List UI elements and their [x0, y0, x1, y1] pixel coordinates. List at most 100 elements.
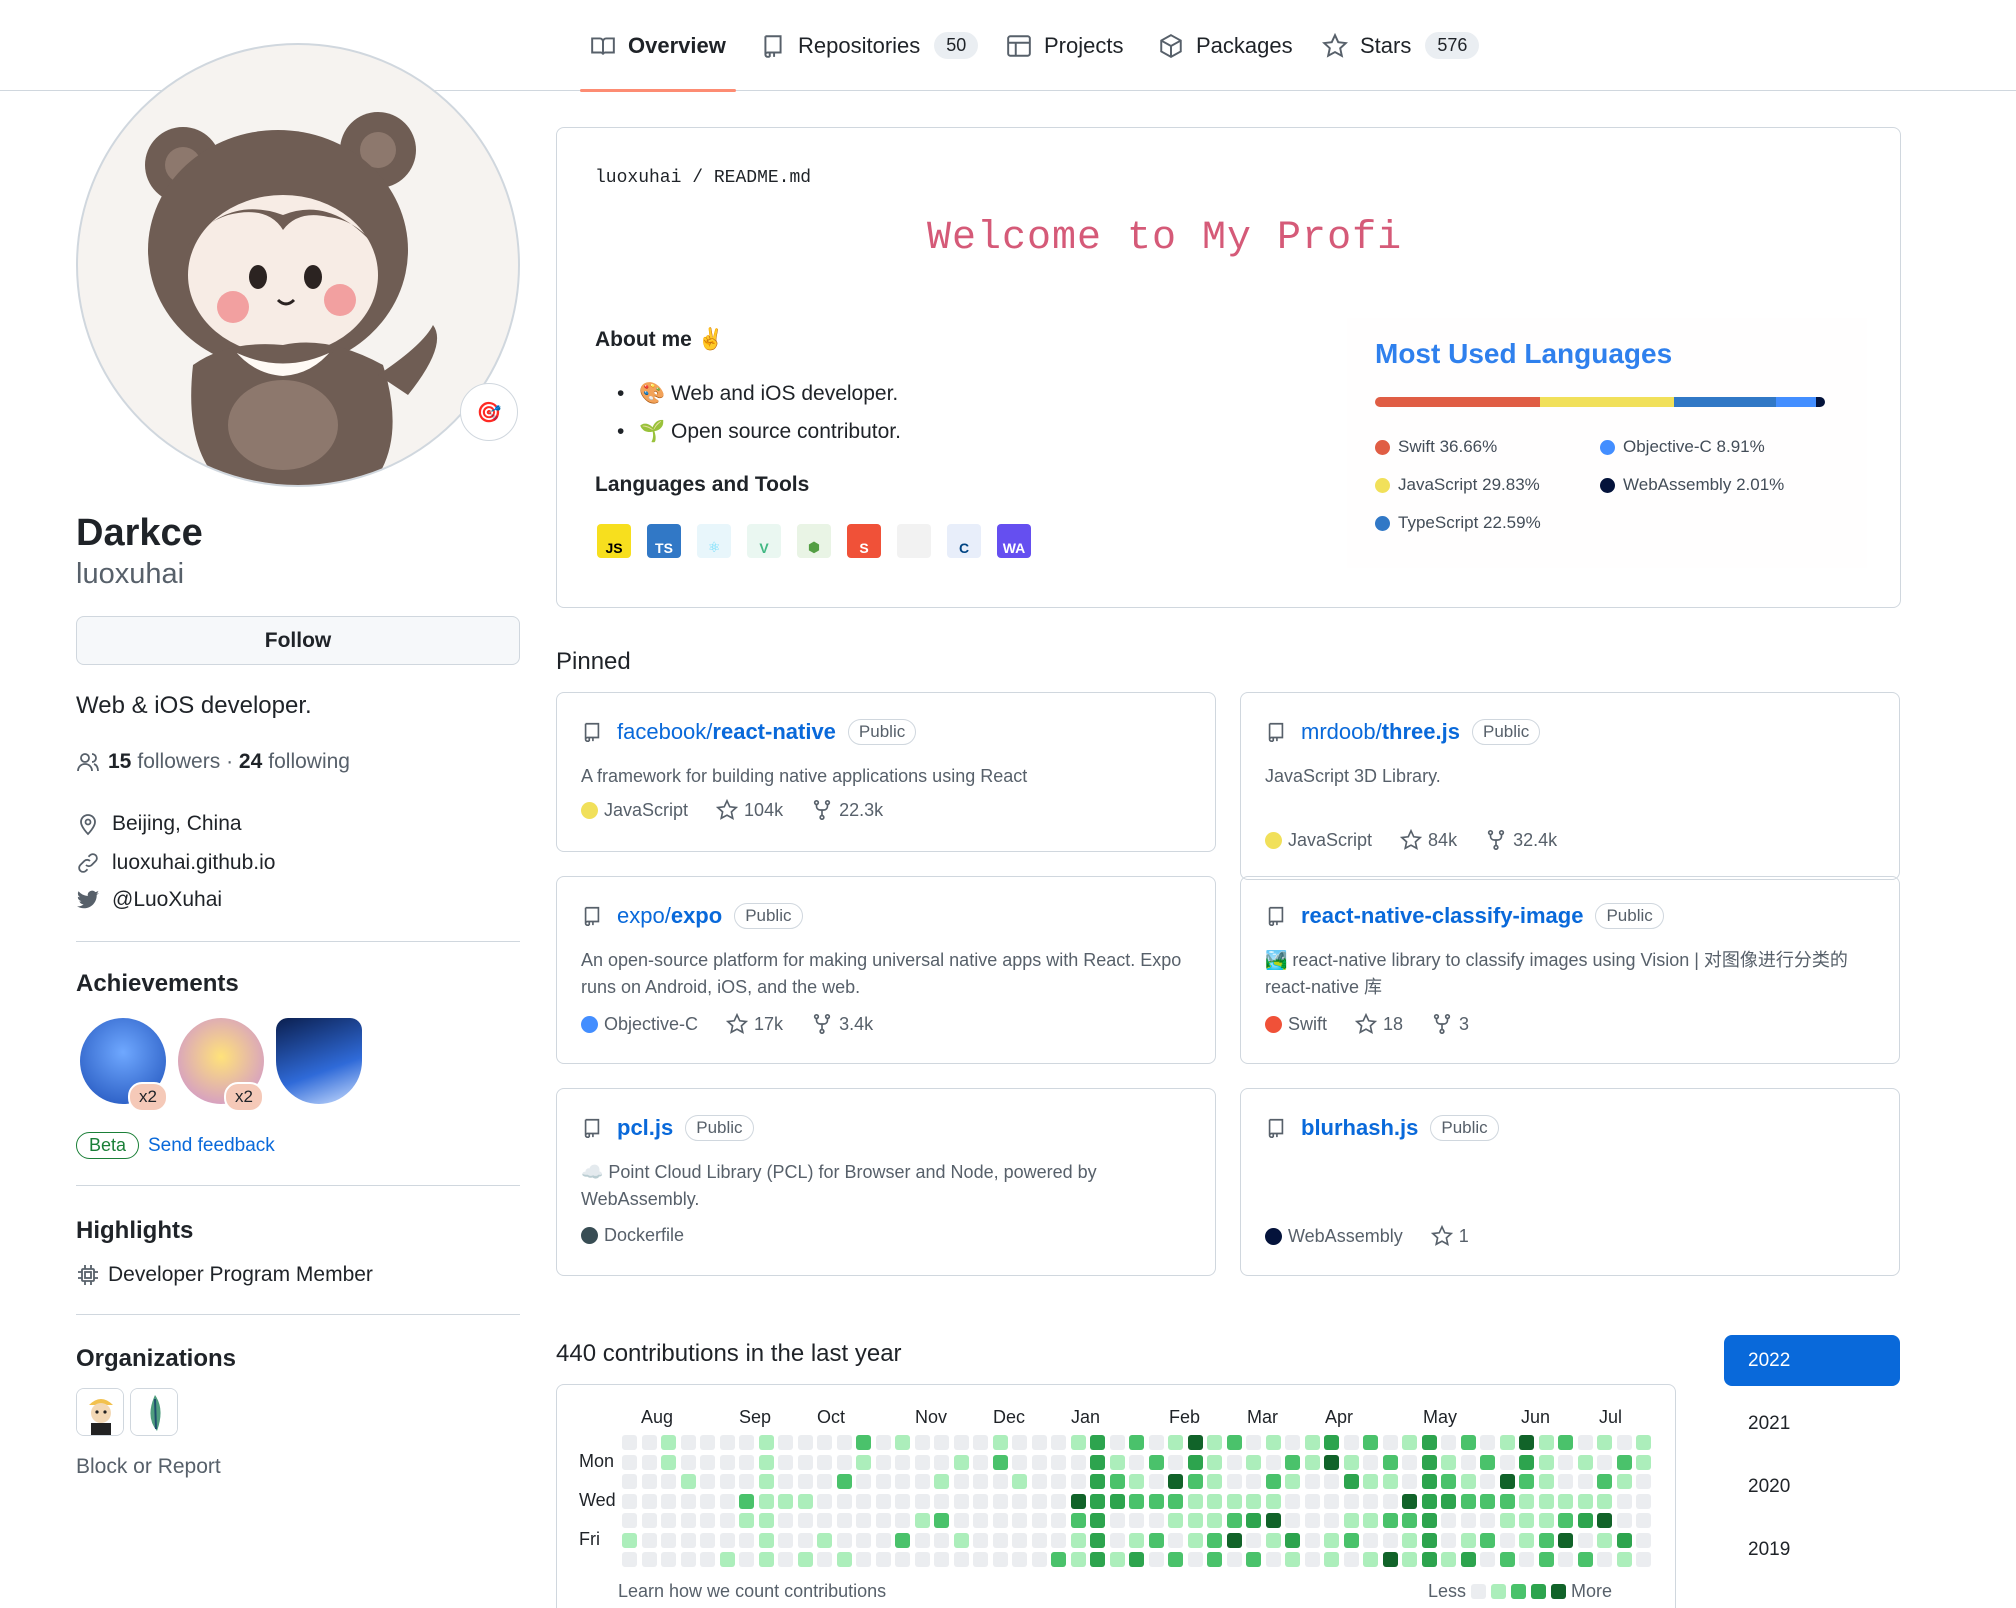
contribution-day[interactable]: [1187, 1493, 1203, 1509]
contribution-day[interactable]: [739, 1513, 754, 1528]
contribution-day[interactable]: [934, 1552, 949, 1567]
contribution-day[interactable]: [1012, 1513, 1027, 1528]
contribution-day[interactable]: [1460, 1513, 1476, 1528]
repo-forks-link[interactable]: 3: [1431, 1013, 1469, 1035]
contribution-day[interactable]: [622, 1493, 637, 1509]
contribution-day[interactable]: [1070, 1513, 1086, 1528]
contribution-day[interactable]: [1636, 1552, 1651, 1567]
contribution-day[interactable]: [1207, 1552, 1222, 1567]
contribution-day[interactable]: [1109, 1474, 1125, 1489]
contribution-day[interactable]: [1421, 1474, 1437, 1489]
contribution-day[interactable]: [1148, 1552, 1164, 1567]
contribution-day[interactable]: [1577, 1454, 1593, 1470]
contribution-day[interactable]: [914, 1474, 930, 1489]
contribution-day[interactable]: [1012, 1552, 1027, 1567]
contribution-day[interactable]: [1246, 1435, 1261, 1450]
contribution-day[interactable]: [1070, 1474, 1086, 1489]
contribution-day[interactable]: [1577, 1435, 1593, 1450]
contribution-day[interactable]: [1363, 1435, 1378, 1450]
repo-stars-link[interactable]: 18: [1355, 1013, 1403, 1035]
contribution-day[interactable]: [622, 1454, 637, 1470]
contribution-day[interactable]: [1616, 1493, 1632, 1509]
contribution-day[interactable]: [1636, 1435, 1651, 1450]
contribution-day[interactable]: [778, 1493, 793, 1509]
contribution-day[interactable]: [1616, 1474, 1632, 1489]
contribution-day[interactable]: [953, 1493, 969, 1509]
contribution-day[interactable]: [1246, 1513, 1261, 1528]
org-avatar-1[interactable]: [76, 1388, 124, 1436]
contribution-day[interactable]: [1129, 1513, 1144, 1528]
contribution-day[interactable]: [934, 1435, 949, 1450]
vue-logo-icon[interactable]: V: [747, 524, 781, 558]
avatar[interactable]: [76, 43, 520, 487]
contribution-day[interactable]: [836, 1454, 852, 1470]
contribution-day[interactable]: [973, 1513, 988, 1528]
contribution-day[interactable]: [622, 1435, 637, 1450]
contribution-day[interactable]: [1226, 1454, 1242, 1470]
contribution-day[interactable]: [973, 1454, 988, 1470]
contribution-day[interactable]: [758, 1493, 774, 1509]
year-link[interactable]: 2022: [1724, 1335, 1900, 1386]
contribution-day[interactable]: [661, 1454, 676, 1470]
contribution-day[interactable]: [700, 1435, 715, 1450]
contribution-day[interactable]: [1031, 1552, 1047, 1567]
contribution-day[interactable]: [1012, 1454, 1027, 1470]
contribution-day[interactable]: [1499, 1493, 1515, 1509]
contribution-day[interactable]: [817, 1435, 832, 1450]
contribution-day[interactable]: [1285, 1552, 1300, 1567]
contribution-day[interactable]: [1421, 1493, 1437, 1509]
contribution-day[interactable]: [895, 1532, 910, 1548]
contribution-day[interactable]: [1597, 1474, 1612, 1489]
contribution-day[interactable]: [1109, 1493, 1125, 1509]
tab-packages[interactable]: Packages: [1158, 0, 1293, 91]
contribution-day[interactable]: [1129, 1493, 1144, 1509]
contribution-day[interactable]: [895, 1474, 910, 1489]
contribution-day[interactable]: [739, 1493, 754, 1509]
contribution-day[interactable]: [1363, 1493, 1378, 1509]
contribution-day[interactable]: [1480, 1474, 1495, 1489]
contribution-day[interactable]: [1324, 1493, 1339, 1509]
contribution-day[interactable]: [680, 1552, 696, 1567]
repo-stars-link[interactable]: 17k: [726, 1013, 783, 1035]
contribution-day[interactable]: [1421, 1552, 1437, 1567]
following-link[interactable]: 24 following: [238, 750, 350, 773]
contribution-day[interactable]: [680, 1435, 696, 1450]
contribution-day[interactable]: [1558, 1454, 1573, 1470]
contribution-day[interactable]: [1265, 1474, 1281, 1489]
contribution-day[interactable]: [1324, 1513, 1339, 1528]
contribution-day[interactable]: [1636, 1474, 1651, 1489]
contribution-day[interactable]: [1597, 1493, 1612, 1509]
javascript-logo-icon[interactable]: JS: [597, 524, 631, 558]
contribution-day[interactable]: [739, 1532, 754, 1548]
contribution-day[interactable]: [895, 1513, 910, 1528]
readme-user-link[interactable]: luoxuhai: [595, 168, 682, 188]
contribution-day[interactable]: [1246, 1493, 1261, 1509]
contribution-day[interactable]: [992, 1454, 1008, 1470]
contribution-day[interactable]: [953, 1454, 969, 1470]
tab-stars[interactable]: Stars 576: [1322, 0, 1480, 91]
contribution-day[interactable]: [758, 1513, 774, 1528]
contribution-day[interactable]: [1304, 1474, 1320, 1489]
contribution-day[interactable]: [1460, 1474, 1476, 1489]
contribution-day[interactable]: [700, 1493, 715, 1509]
contribution-day[interactable]: [1519, 1454, 1534, 1470]
contribution-day[interactable]: [1519, 1532, 1534, 1548]
contribution-day[interactable]: [895, 1454, 910, 1470]
contribution-day[interactable]: [1168, 1532, 1183, 1548]
contribution-day[interactable]: [1265, 1493, 1281, 1509]
contribution-day[interactable]: [1597, 1552, 1612, 1567]
contribution-day[interactable]: [856, 1493, 871, 1509]
contribution-day[interactable]: [1090, 1493, 1105, 1509]
repo-stars-link[interactable]: 1: [1430, 1225, 1469, 1247]
contribution-day[interactable]: [1207, 1474, 1222, 1489]
contribution-day[interactable]: [1402, 1552, 1417, 1567]
followers-link[interactable]: 15 followers: [108, 750, 221, 773]
contribution-day[interactable]: [739, 1454, 754, 1470]
contribution-day[interactable]: [992, 1435, 1008, 1450]
contribution-day[interactable]: [719, 1532, 735, 1548]
contribution-day[interactable]: [1031, 1454, 1047, 1470]
contribution-day[interactable]: [1226, 1435, 1242, 1450]
contribution-day[interactable]: [641, 1454, 657, 1470]
contribution-day[interactable]: [856, 1435, 871, 1450]
contribution-day[interactable]: [1402, 1493, 1417, 1509]
